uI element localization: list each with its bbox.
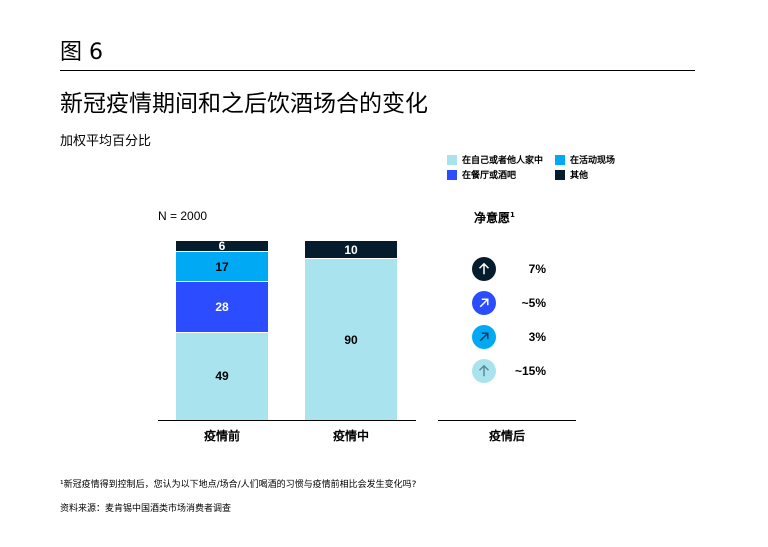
- legend-swatch: [555, 169, 565, 180]
- header-sup: 1: [510, 211, 515, 219]
- legend-label: 在活动现场: [570, 156, 616, 166]
- net-intention-value: 3%: [528, 330, 546, 344]
- chart-subtitle: 加权平均百分比: [60, 134, 152, 149]
- net-intention-item: ~5%: [472, 291, 546, 315]
- footnote: ¹新冠疫情得到控制后，您认为以下地点/场合/人们喝酒的习惯与疫情前相比会发生变化…: [60, 480, 417, 490]
- bar-segment: 28: [176, 281, 268, 332]
- legend-swatch: [555, 154, 565, 165]
- x-axis: [158, 420, 416, 421]
- legend-item: 其他: [555, 168, 588, 181]
- arrow-up-icon: [472, 257, 496, 281]
- divider: [60, 70, 695, 71]
- bar-segment: 10: [305, 240, 397, 258]
- header-text: 净意愿: [474, 211, 511, 225]
- legend-item: 在自己或者他人家中: [447, 153, 543, 166]
- category-label: 疫情前: [203, 429, 240, 443]
- net-intention-value: 7%: [528, 262, 546, 276]
- net-intention-item: 3%: [472, 325, 546, 349]
- legend-swatch: [447, 169, 457, 180]
- bar-segment: 49: [176, 331, 268, 420]
- legend-label: 在餐厅或酒吧: [462, 171, 517, 181]
- arrow-up-right-icon: [472, 291, 496, 315]
- bar-segment: 17: [176, 250, 268, 282]
- net-intention-header: 净意愿1: [474, 209, 515, 226]
- source: 资料来源：麦肯锡中国酒类市场消费者调查: [60, 504, 232, 514]
- net-intention-item: 7%: [472, 257, 546, 281]
- chart-title: 新冠疫情期间和之后饮酒场合的变化: [60, 91, 428, 117]
- net-intention-item: ~15%: [472, 359, 546, 383]
- legend-swatch: [447, 154, 457, 165]
- net-intention-value: ~15%: [514, 364, 546, 378]
- category-label: 疫情后: [488, 429, 525, 443]
- legend-label: 其他: [570, 171, 589, 181]
- bar-segment: 6: [176, 239, 268, 253]
- arrow-up-right-icon: [472, 325, 496, 349]
- legend-item: 在餐厅或酒吧: [447, 168, 516, 181]
- sample-size: N = 2000: [158, 209, 208, 223]
- legend-item: 在活动现场: [555, 153, 615, 166]
- net-intention-value: ~5%: [521, 296, 546, 310]
- legend-label: 在自己或者他人家中: [462, 156, 544, 166]
- arrow-up-icon: [472, 359, 496, 383]
- bar-segment: 90: [305, 258, 397, 420]
- category-label: 疫情中: [332, 429, 369, 443]
- figure-label: 图 6: [60, 40, 103, 65]
- after-axis: [438, 420, 576, 421]
